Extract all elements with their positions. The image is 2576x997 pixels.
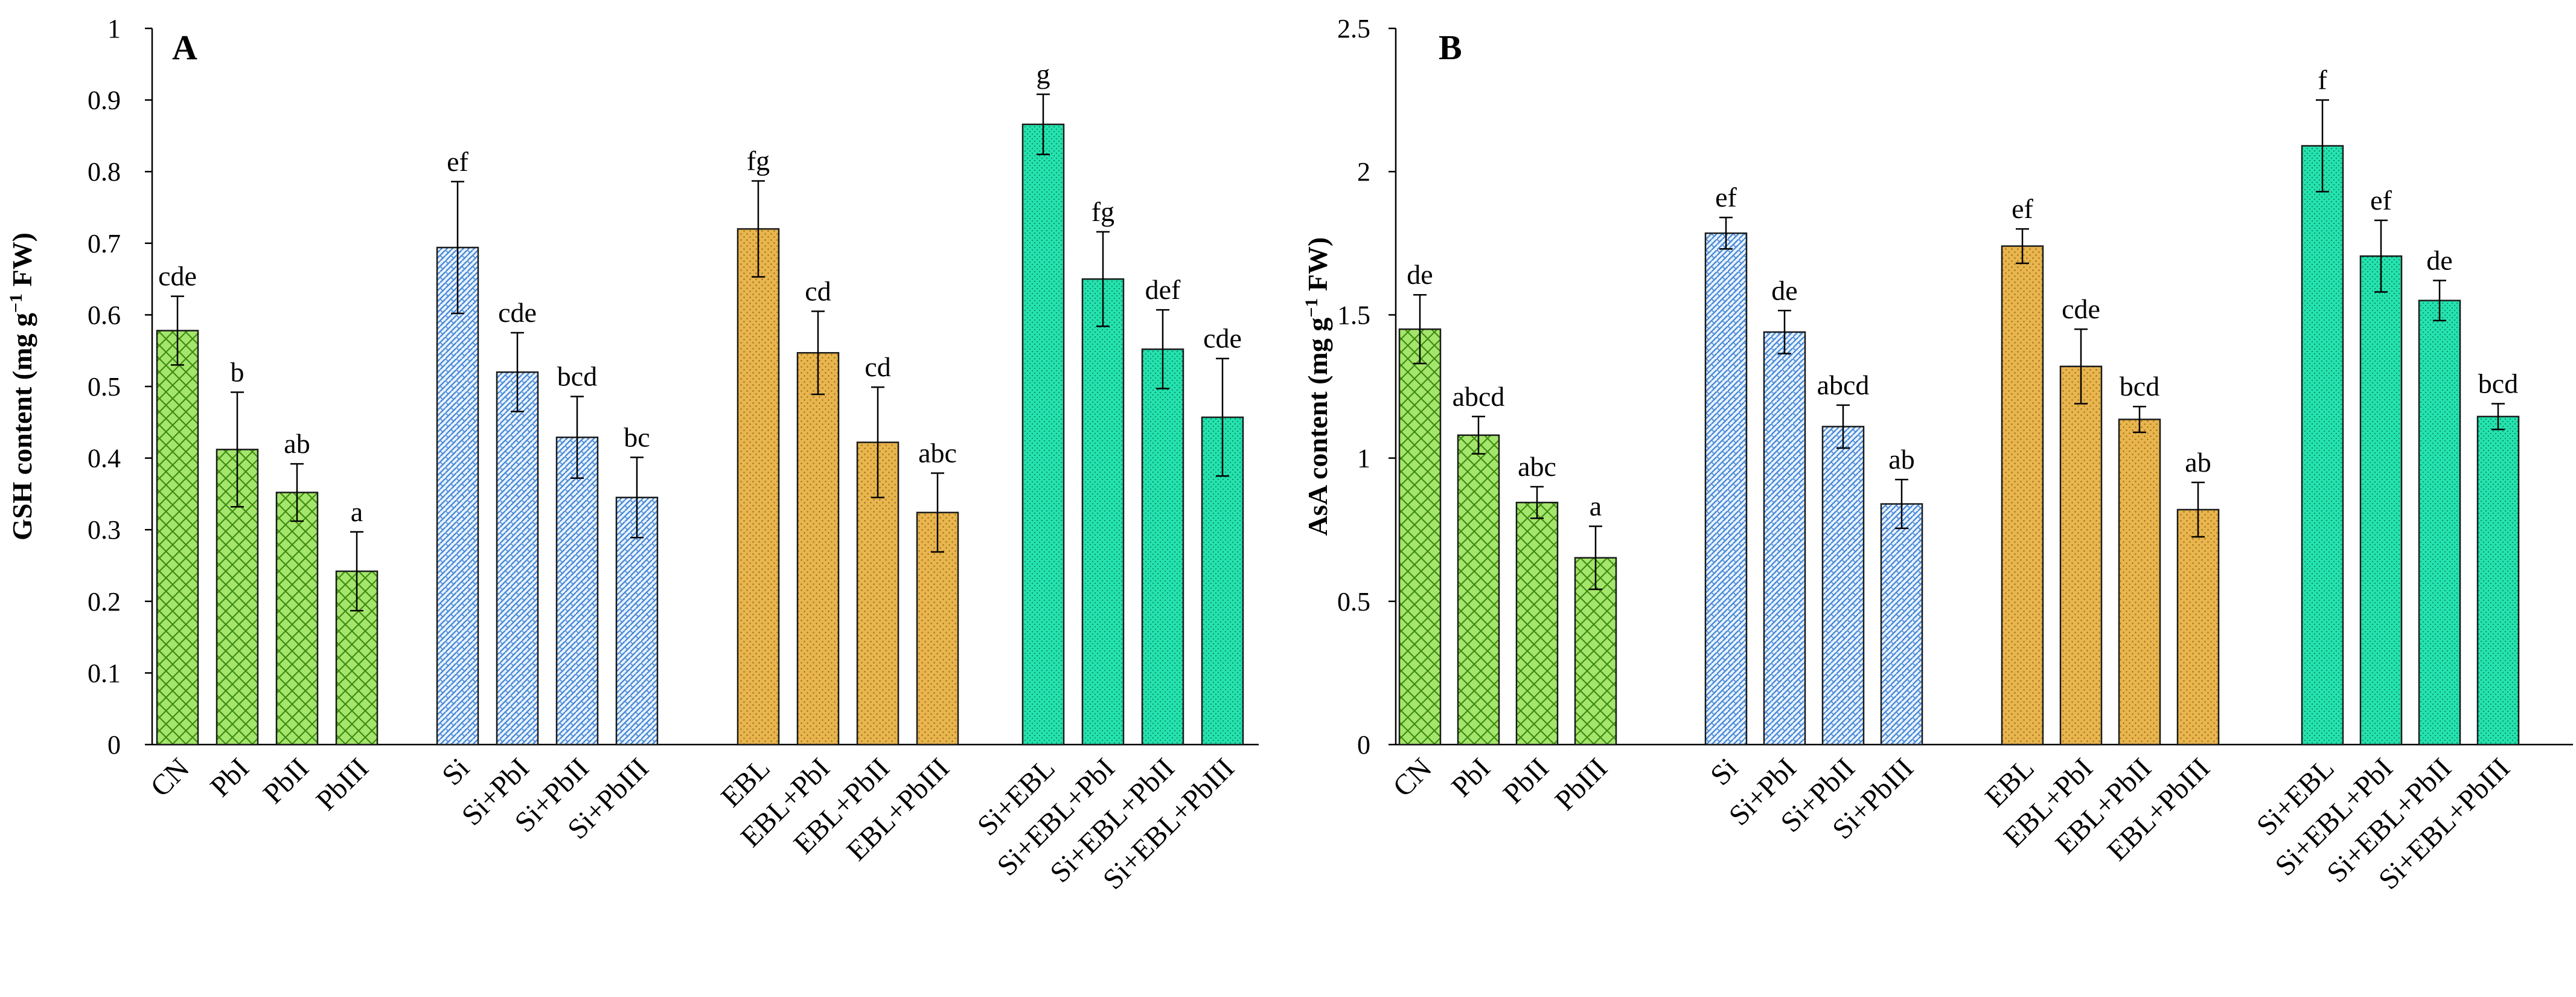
y-tick-label: 0.6 [88, 300, 121, 330]
bar [555, 436, 599, 746]
y-tick-label: 1.5 [1337, 300, 1370, 330]
significance-letter: de [1771, 275, 1797, 306]
y-tick-label: 0.9 [88, 86, 121, 115]
bar [796, 352, 840, 746]
bar [156, 330, 199, 746]
category-label: PbII [1497, 752, 1555, 810]
y-tick-label: 0.5 [88, 372, 121, 402]
significance-letter: bcd [2478, 368, 2518, 399]
bar [1457, 434, 1500, 746]
significance-letter: g [1037, 59, 1050, 89]
bar [737, 228, 780, 746]
category-label: Si [1704, 752, 1744, 792]
significance-letter: cd [805, 275, 831, 306]
significance-letter: a [351, 496, 363, 527]
bar [2301, 145, 2344, 746]
y-tick-label: 0 [107, 730, 121, 760]
bar [2176, 508, 2220, 746]
significance-letter: abcd [1453, 381, 1505, 412]
y-tick-label: 0.2 [88, 587, 121, 617]
bar [436, 246, 479, 746]
significance-letter: abcd [1817, 370, 1870, 400]
significance-letter: de [2426, 245, 2452, 275]
category-label: PbIII [310, 752, 375, 816]
category-label: CN [1387, 752, 1438, 803]
significance-letter: bcd [2120, 371, 2159, 402]
category-label: PbIII [1549, 752, 1614, 816]
significance-letter: cde [2062, 293, 2100, 324]
y-tick-label: 0.3 [88, 515, 121, 545]
significance-letter: fg [1091, 196, 1114, 227]
bar [1515, 501, 1559, 746]
significance-letter: cde [158, 261, 197, 292]
significance-letter: cd [865, 351, 890, 382]
y-tick-label: 2.5 [1337, 14, 1370, 43]
bar [275, 492, 319, 746]
bar [1398, 328, 1442, 746]
significance-letter: def [1145, 274, 1181, 305]
significance-letter: cde [1203, 323, 1242, 354]
significance-letter: f [2318, 65, 2327, 95]
y-tick-label: 1 [1357, 444, 1370, 473]
bar [2418, 300, 2461, 746]
significance-letter: ef [447, 146, 468, 177]
significance-letter: bcd [557, 361, 597, 392]
y-axis-label: GSH content (mg g−1 FW) [6, 232, 38, 540]
significance-letter: a [1590, 491, 1602, 522]
category-label: PbI [204, 752, 255, 803]
y-tick-label: 0.5 [1337, 587, 1370, 617]
significance-letter: abc [1518, 451, 1556, 482]
bar [1821, 426, 1865, 746]
significance-letter: bc [624, 422, 650, 452]
y-tick-label: 0 [1357, 730, 1370, 760]
significance-letter: ab [2185, 447, 2211, 478]
bar [2001, 245, 2044, 746]
category-label: PbI [1445, 752, 1497, 803]
significance-letter: ab [284, 428, 310, 459]
bar [216, 449, 259, 746]
y-tick-label: 0.8 [88, 157, 121, 187]
y-axis-label: AsA content (mg g−1 FW) [1302, 237, 1334, 536]
significance-letter: cde [498, 297, 537, 328]
panel-label: A [172, 28, 197, 67]
significance-letter: ab [1888, 444, 1914, 475]
category-label: Si [436, 752, 476, 792]
bar [1704, 232, 1748, 746]
category-label: CN [144, 752, 196, 803]
y-tick-label: 0.4 [88, 444, 121, 473]
bar [1021, 123, 1065, 746]
bar [2059, 365, 2103, 746]
y-tick-label: 0.7 [88, 229, 121, 258]
panel-a: 0 0.1 0.2 0.3 0.4 0.5 0.6 0.7 0.8 0.9 1 GSH content… [6, 14, 1259, 896]
y-tick-label: 1 [107, 14, 121, 43]
significance-letter: ef [1715, 182, 1737, 213]
significance-letter: b [231, 356, 244, 387]
bar [496, 371, 539, 746]
panel-b: 0 0.5 1 1.5 2 2.5 AsA content (mg g−1 FW) Bde CN… [1302, 14, 2573, 896]
bar [2359, 255, 2403, 746]
significance-letter: abc [918, 438, 957, 469]
bar [2118, 418, 2161, 746]
bar [1880, 503, 1923, 746]
category-label: PbII [257, 752, 315, 810]
bar [1081, 278, 1125, 746]
bar [1141, 348, 1184, 746]
significance-letter: de [1407, 259, 1433, 290]
significance-letter: ef [2012, 193, 2033, 224]
significance-letter: ef [2370, 185, 2392, 216]
y-tick-label: 0.1 [88, 658, 121, 688]
bar [615, 496, 659, 746]
y-tick-label: 2 [1357, 157, 1370, 187]
bar [1763, 331, 1806, 746]
significance-letter: fg [747, 146, 770, 176]
bar [2476, 415, 2520, 746]
panel-label: B [1439, 28, 1462, 67]
